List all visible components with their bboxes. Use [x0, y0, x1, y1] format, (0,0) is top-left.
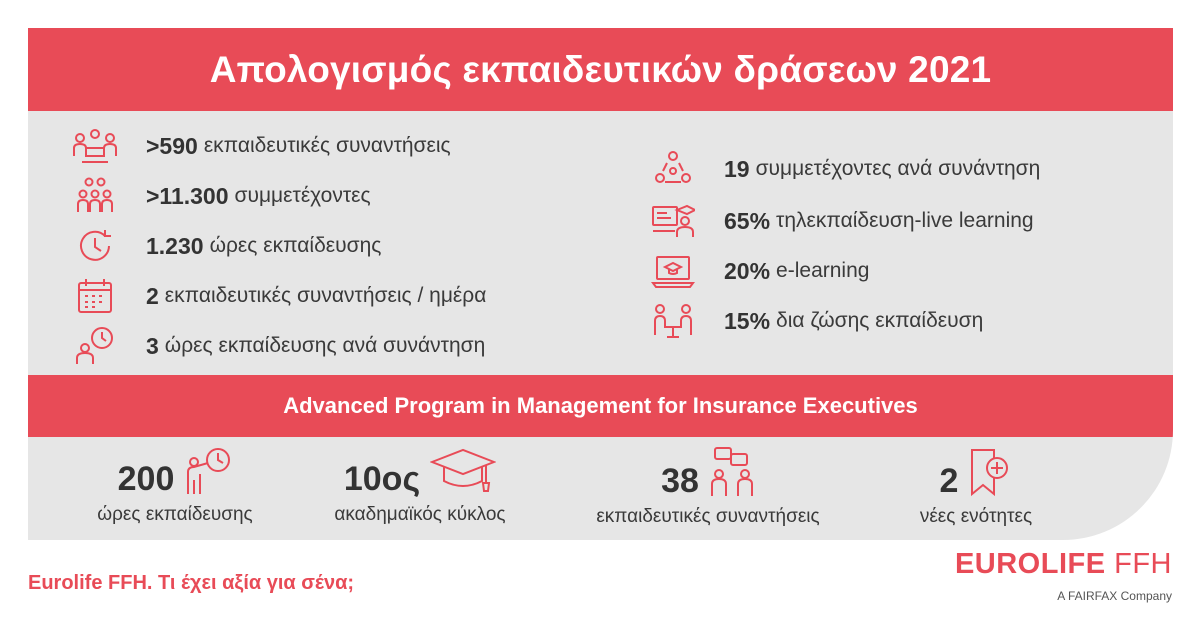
summary-panel: Απολογισμός εκπαιδευτικών δράσεων 2021 >… [28, 28, 1173, 540]
video-class-icon [650, 198, 696, 244]
stat-label: ώρες εκπαίδευσης [209, 234, 382, 257]
eurolife-logo: EUROLIFE FFH A FAIRFAX Company [955, 548, 1172, 603]
metric-program-meetings: 38 εκπαιδευτικές συναντήσεις [583, 446, 833, 528]
program-title: Advanced Program in Management for Insur… [283, 393, 918, 418]
stat-participants-per-meeting: 19 συμμετέχοντες ανά συνάντηση [650, 146, 1040, 192]
stat-label: συμμετέχοντες [234, 184, 371, 207]
metric-program-hours: 200 ώρες εκπαίδευσης [80, 446, 270, 526]
stat-label: δια ζώσης εκπαίδευση [776, 309, 984, 332]
stat-e-learning: 20% e-learning [650, 248, 869, 294]
stat-value: >11.300 [146, 182, 229, 209]
logo-brand-light: FFH [1114, 548, 1172, 580]
title-banner: Απολογισμός εκπαιδευτικών δράσεων 2021 [28, 28, 1173, 111]
logo-brand-bold: EUROLIFE [954, 548, 1106, 580]
stat-value: 2 [146, 282, 159, 309]
meeting-people-icon [72, 123, 118, 169]
calendar-icon [72, 273, 118, 319]
stat-participants: >11.300 συμμετέχοντες [72, 173, 371, 219]
person-clock-icon [72, 323, 118, 369]
group-people-icon [72, 173, 118, 219]
metric-label: νέες ενότητες [919, 506, 1033, 527]
network-people-icon [650, 146, 696, 192]
stat-meetings: >590 εκπαιδευτικές συναντήσεις [72, 123, 451, 169]
laptop-graduation-icon [650, 248, 696, 294]
metric-value: 38 [661, 462, 699, 500]
stat-hours-per-meeting: 3 ώρες εκπαίδευσης ανά συνάντηση [72, 323, 485, 369]
program-banner: Advanced Program in Management for Insur… [28, 375, 1173, 437]
stat-training-hours: 1.230 ώρες εκπαίδευσης [72, 223, 381, 269]
stat-label: τηλεκπαίδευση-live learning [776, 209, 1034, 232]
stat-value: 20% [724, 257, 771, 284]
stat-label: εκπαιδευτικές συναντήσεις / ημέρα [164, 284, 487, 307]
slogan: Eurolife FFH. Τι έχει αξία για σένα; [28, 572, 355, 594]
metric-value: 2 [939, 462, 959, 500]
metric-label: εκπαιδευτικές συναντήσεις [596, 506, 820, 527]
stat-live-learning: 65% τηλεκπαίδευση-live learning [650, 198, 1034, 244]
presenter-clock-icon [184, 446, 232, 496]
stat-value: 15% [724, 307, 771, 334]
stat-value: 3 [146, 332, 159, 359]
stat-value: >590 [146, 132, 198, 159]
stat-face-to-face: 15% δια ζώσης εκπαίδευση [650, 298, 983, 344]
metric-new-modules: 2 νέες ενότητες [896, 446, 1056, 528]
stat-label: e-learning [776, 259, 870, 282]
stat-label: εκπαιδευτικές συναντήσεις [203, 134, 451, 157]
chat-people-icon [709, 446, 755, 498]
stat-value: 1.230 [146, 232, 204, 259]
face-to-face-icon [650, 298, 696, 344]
stat-meetings-per-day: 2 εκπαιδευτικές συναντήσεις / ημέρα [72, 273, 486, 319]
stat-value: 65% [724, 207, 771, 234]
logo-tagline: A FAIRFAX Company [1057, 589, 1172, 603]
metric-academic-cycle: 10ος ακαδημαϊκός κύκλος [320, 448, 520, 526]
metric-value: 200 [117, 460, 175, 498]
metric-label: ακαδημαϊκός κύκλος [334, 504, 506, 525]
metric-label: ώρες εκπαίδευσης [97, 504, 253, 525]
graduation-cap-icon [430, 448, 497, 496]
clock-arrow-icon [72, 223, 118, 269]
metric-value: 10ος [343, 460, 421, 498]
stat-label: ώρες εκπαίδευσης ανά συνάντηση [164, 334, 486, 357]
stat-value: 19 [724, 155, 750, 182]
stat-label: συμμετέχοντες ανά συνάντηση [755, 157, 1041, 180]
page-title: Απολογισμός εκπαιδευτικών δράσεων 2021 [209, 48, 992, 90]
bookmark-plus-icon [968, 446, 1012, 498]
